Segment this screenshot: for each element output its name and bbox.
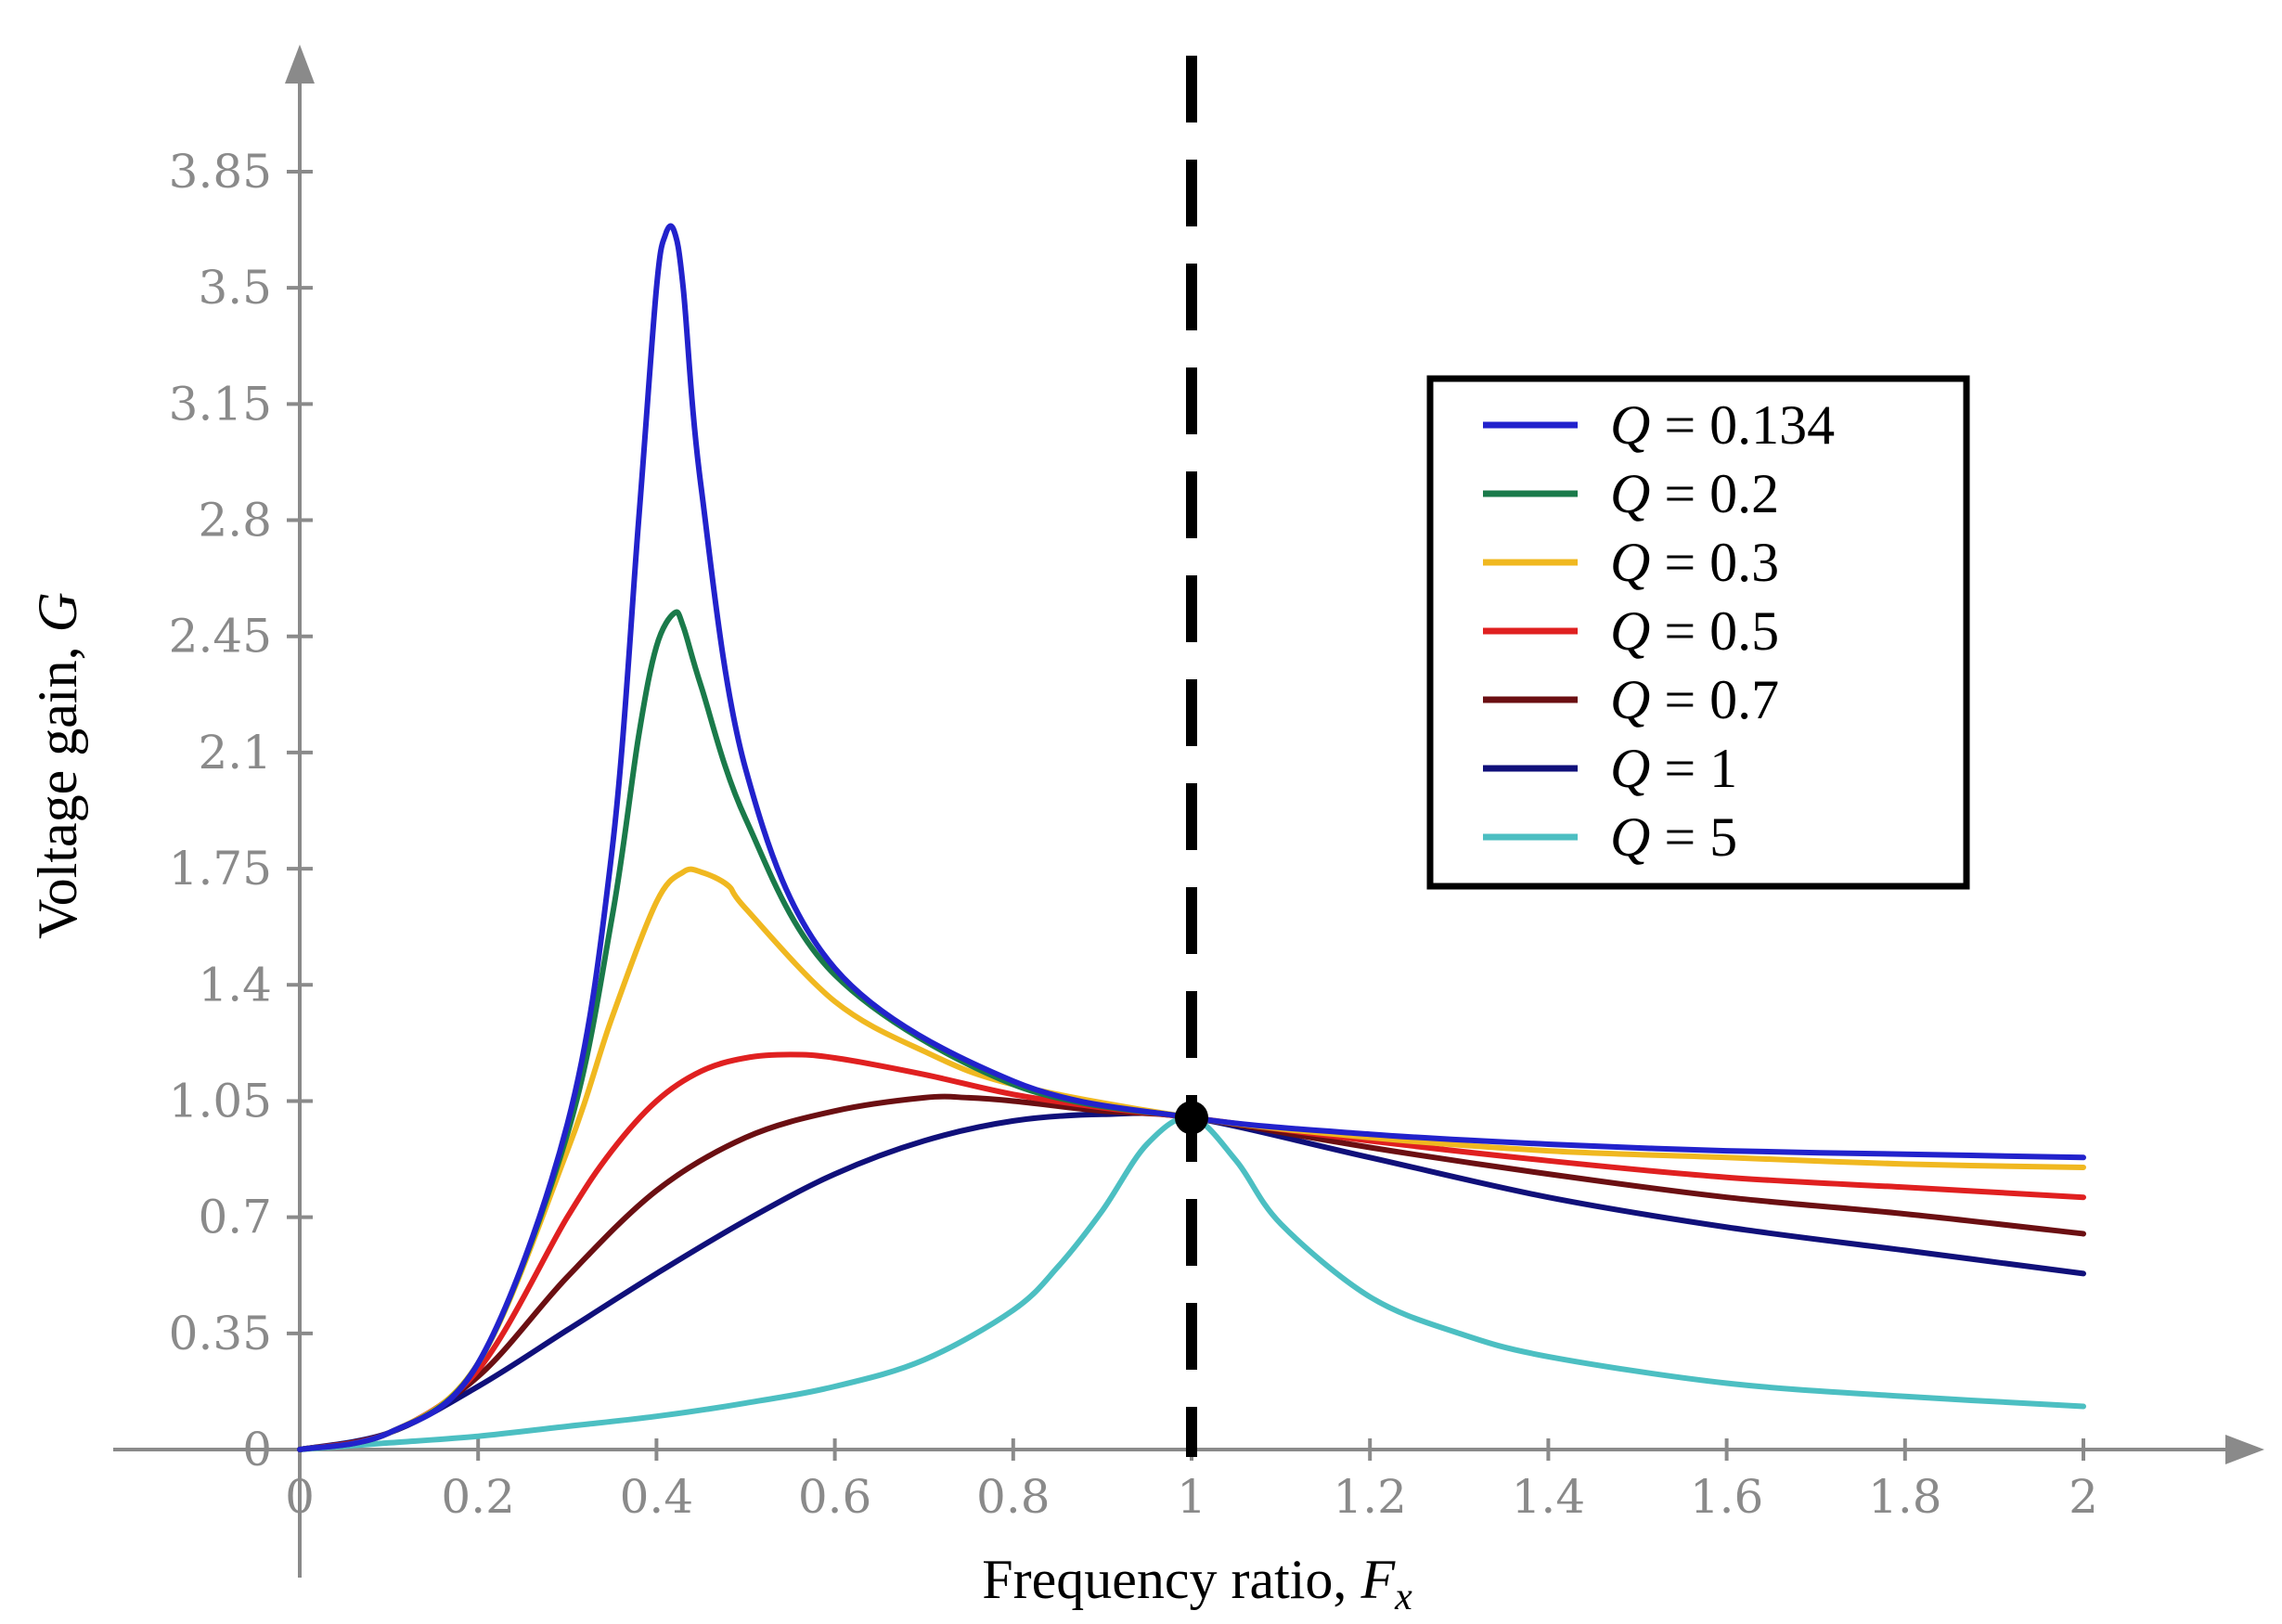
operating-point-marker xyxy=(1175,1101,1208,1135)
series-line-6 xyxy=(297,1110,2086,1452)
x-axis-title: Frequency ratio, Fx xyxy=(982,1549,1412,1618)
y-tick-label: 1.75 xyxy=(169,842,272,896)
series-line-7 xyxy=(297,1115,2086,1452)
legend-label: Q = 0.2 xyxy=(1610,463,1779,524)
y-ticks: 0 0.35 0.7 1.05 1.4 1.75 2.1 2.45 2.8 3.15 3.5 3.85 xyxy=(169,145,313,1476)
legend-label: Q = 5 xyxy=(1610,806,1737,868)
x-tick-label: 0.8 xyxy=(976,1470,1051,1524)
y-tick-label: 0.7 xyxy=(198,1191,272,1244)
y-tick-label: 3.85 xyxy=(169,145,272,199)
series-lines xyxy=(297,223,2086,1452)
x-tick-label: 0.4 xyxy=(620,1470,694,1524)
y-tick-label: 2.45 xyxy=(169,610,272,664)
series-line-3 xyxy=(297,866,2086,1452)
y-tick-label: 3.15 xyxy=(169,377,272,431)
x-tick-label: 1 xyxy=(1177,1470,1206,1524)
y-axis-arrow xyxy=(285,45,315,84)
x-tick-label: 2 xyxy=(2069,1470,2098,1524)
x-tick-label: 1.6 xyxy=(1690,1470,1764,1524)
legend-label: Q = 0.3 xyxy=(1610,532,1779,593)
y-tick-label: 1.05 xyxy=(169,1074,272,1128)
series-line-4 xyxy=(297,1051,2086,1452)
series-line-1 xyxy=(297,223,2086,1452)
series-line-5 xyxy=(297,1093,2086,1452)
x-tick-label: 0 xyxy=(285,1470,315,1524)
y-tick-label: 3.5 xyxy=(198,261,272,315)
legend: Q = 0.134 Q = 0.2 Q = 0.3 Q = 0.5 Q = 0.7 Q =… xyxy=(1426,375,1970,890)
y-tick-label: 0.35 xyxy=(169,1307,272,1360)
x-ticks: 0 0.2 0.4 0.6 0.8 1 1.2 1.4 1.6 1.8 2 xyxy=(285,1438,2098,1524)
x-tick-label: 1.2 xyxy=(1333,1470,1407,1524)
y-tick-label: 2.8 xyxy=(198,494,272,548)
x-tick-label: 0.6 xyxy=(798,1470,872,1524)
legend-label: Q = 1 xyxy=(1610,738,1737,799)
axes xyxy=(113,45,2264,1578)
y-tick-label: 2.1 xyxy=(198,726,272,780)
x-tick-label: 1.8 xyxy=(1868,1470,1942,1524)
y-axis-title: Voltage gain, G xyxy=(27,592,88,939)
y-tick-label: 1.4 xyxy=(198,958,272,1012)
legend-label: Q = 0.5 xyxy=(1610,600,1779,662)
series-line-2 xyxy=(297,609,1194,1452)
x-tick-label: 0.2 xyxy=(441,1470,515,1524)
y-tick-label: 0 xyxy=(242,1423,272,1476)
x-axis-arrow xyxy=(2225,1435,2264,1464)
legend-label: Q = 0.134 xyxy=(1610,394,1835,456)
x-tick-label: 1.4 xyxy=(1512,1470,1586,1524)
legend-label: Q = 0.7 xyxy=(1610,669,1779,730)
